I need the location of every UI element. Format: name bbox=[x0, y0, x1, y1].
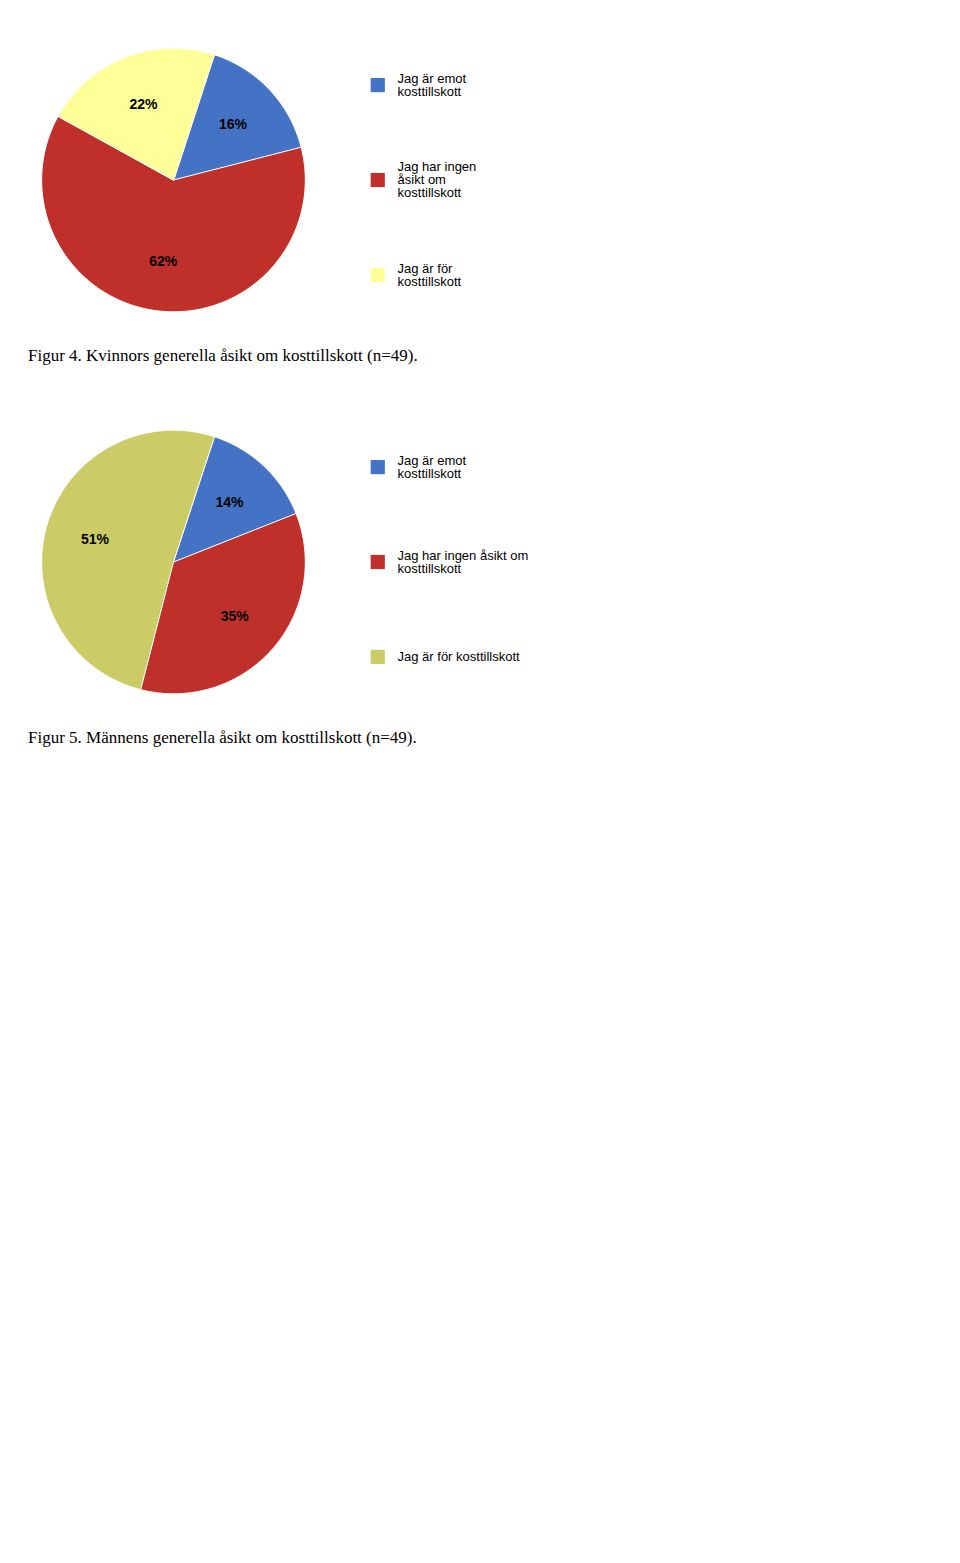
svg-text:14%: 14% bbox=[215, 494, 244, 510]
svg-text:Jag har ingenåsikt omkosttills: Jag har ingenåsikt omkosttillskott bbox=[398, 159, 477, 200]
svg-text:16%: 16% bbox=[219, 116, 248, 132]
svg-text:Jag har ingen åsikt omkosttill: Jag har ingen åsikt omkosttillskott bbox=[398, 548, 529, 576]
svg-text:62%: 62% bbox=[149, 253, 178, 269]
html-text:Figur 5. Männens generella åsi: Figur 5. Männens generella åsikt om kost… bbox=[28, 728, 417, 747]
svg-text:35%: 35% bbox=[221, 608, 250, 624]
svg-text:22%: 22% bbox=[129, 96, 158, 112]
svg-text:Jag är förkosttillskott: Jag är förkosttillskott bbox=[398, 261, 462, 289]
svg-text:51%: 51% bbox=[81, 531, 110, 547]
html-text:Figur 4. Kvinnors generella ås: Figur 4. Kvinnors generella åsikt om kos… bbox=[28, 346, 418, 365]
svg-text:Jag är emotkosttillskott: Jag är emotkosttillskott bbox=[398, 71, 467, 99]
svg-text:Jag är emotkosttillskott: Jag är emotkosttillskott bbox=[398, 453, 467, 481]
svg-text:Jag är för kosttillskott: Jag är för kosttillskott bbox=[398, 649, 520, 664]
